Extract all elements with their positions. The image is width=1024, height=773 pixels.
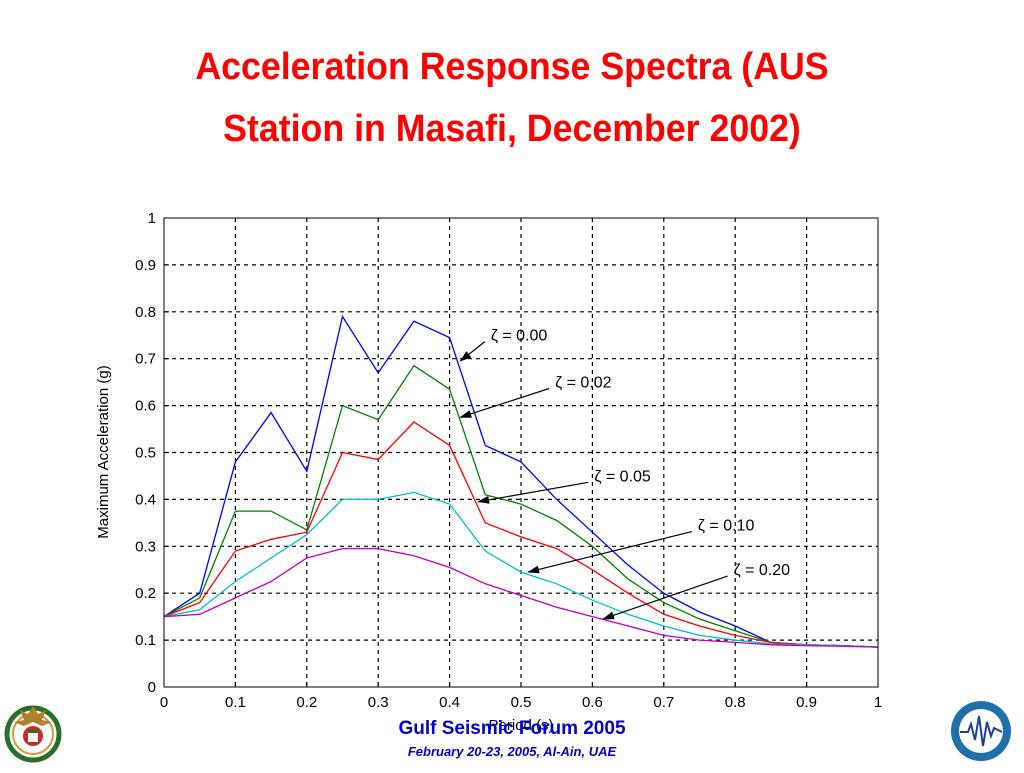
x-tick-label: 0.7 (653, 694, 674, 711)
y-tick-label: 0.2 (135, 585, 156, 602)
x-tick-label: 0.4 (439, 694, 460, 711)
y-tick-label: 0.6 (135, 398, 156, 415)
annotation-arrow-0 (459, 341, 486, 362)
annotation-label-0: ζ = 0.00 (491, 328, 548, 345)
series-line-1 (163, 364, 879, 648)
series-line-2 (163, 421, 879, 648)
series-line-0 (163, 314, 879, 648)
series-line-4 (163, 547, 879, 648)
y-tick-label: 0.7 (135, 351, 156, 368)
footer-title: Gulf Seismic Forum 2005 (398, 718, 626, 739)
series-line-3 (163, 491, 879, 648)
x-tick-label: 0.5 (511, 694, 532, 711)
x-tick-label: 0.8 (725, 694, 746, 711)
y-tick-label: 0.1 (135, 632, 156, 649)
annotation-label-1: ζ = 0.02 (555, 374, 612, 391)
x-tick-label: 0.2 (296, 694, 317, 711)
chart-grid (164, 218, 878, 687)
annotation-label-2: ζ = 0.05 (594, 468, 651, 485)
annotation-arrow-4 (602, 575, 728, 620)
x-tick-label: 0.9 (796, 694, 817, 711)
chart-annotations: ζ = 0.00 ζ = 0.02 ζ = 0.05 ζ = 0.10 ζ = 0.20 (459, 328, 791, 620)
x-tick-label: 0.3 (368, 694, 389, 711)
slide-title: Acceleration Response Spectra (AUS Stati… (87, 36, 937, 160)
annotation-arrow-2 (477, 481, 589, 504)
chart-series (163, 314, 879, 648)
annotation-label-4: ζ = 0.20 (734, 562, 791, 579)
annotation-label-3: ζ = 0.10 (698, 518, 755, 535)
x-tick-label: 0.1 (225, 694, 246, 711)
y-tick-label: 0.9 (135, 257, 156, 274)
x-axis-label: Period (s) (488, 717, 553, 734)
y-tick-label: 1 (148, 210, 156, 227)
x-tick-label: 0 (160, 694, 168, 711)
x-tick-label: 0.6 (582, 694, 603, 711)
annotation-arrow-1 (459, 387, 550, 418)
y-tick-label: 0.5 (135, 445, 156, 462)
annotation-arrow-3 (527, 530, 693, 574)
y-axis-label: Maximum Acceleration (g) (95, 365, 112, 538)
seismic-forum-logo (944, 698, 1018, 764)
y-tick-label: 0.3 (135, 538, 156, 555)
x-tick-label: 1 (874, 694, 882, 711)
y-tick-label: 0.8 (135, 304, 156, 321)
slide-title-line-2: Station in Masafi, December 2002) (223, 108, 801, 150)
y-tick-label: 0 (148, 679, 156, 696)
y-tick-label: 0.4 (135, 491, 156, 508)
chart-ticks: 0 0.1 0.2 0.3 0.4 0.5 0.6 0.7 0.8 0.9 1 0 0.1 0.2 0.3 0… (135, 210, 882, 711)
uae-emblem-logo (0, 692, 66, 768)
slide-title-line-1: Acceleration Response Spectra (AUS (195, 46, 829, 88)
footer-subtitle: February 20-23, 2005, Al-Ain, UAE (407, 744, 617, 759)
